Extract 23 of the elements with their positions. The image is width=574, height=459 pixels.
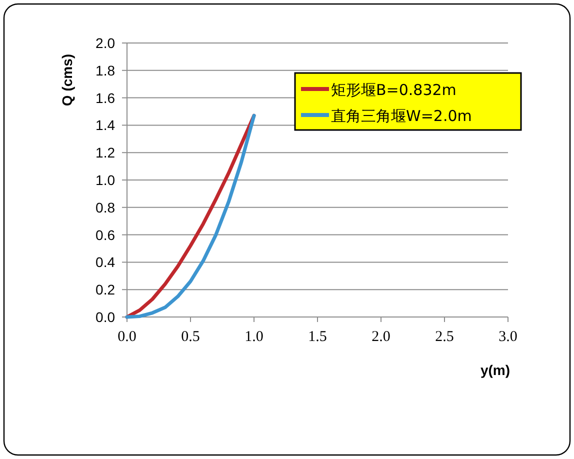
y-tick-label: 0.4 [96,254,116,270]
x-tick-label: 0.5 [181,329,200,345]
y-tick-label: 1.8 [96,62,116,78]
line-series [125,114,256,319]
y-tick-label: 1.2 [96,144,116,161]
x-tick-label: 2.0 [372,329,390,345]
x-tick-label: 2.5 [435,329,454,345]
y-tick-label: 2.0 [96,35,116,51]
legend-label: 直角三角堰W=2.0m [331,107,472,125]
x-tick-label: 1.0 [244,329,264,345]
y-tick-label: 0.8 [96,199,116,216]
y-tick-label: 1.0 [96,172,116,188]
y-tick-label: 0.6 [96,226,116,243]
y-tick-label: 0.0 [96,309,116,325]
y-tick-label: 1.6 [96,90,116,106]
legend-label: 矩形堰B=0.832m [331,81,456,99]
x-axis-title: y(m) [480,362,510,378]
x-tick-label: 1.5 [308,329,327,345]
y-axis-title: Q (cms) [59,54,75,106]
x-tick-label: 3.0 [498,329,518,345]
x-tick-label: 0.0 [118,329,136,345]
y-tick-label: 0.2 [96,282,116,298]
y-tick-label: 1.4 [96,117,116,134]
